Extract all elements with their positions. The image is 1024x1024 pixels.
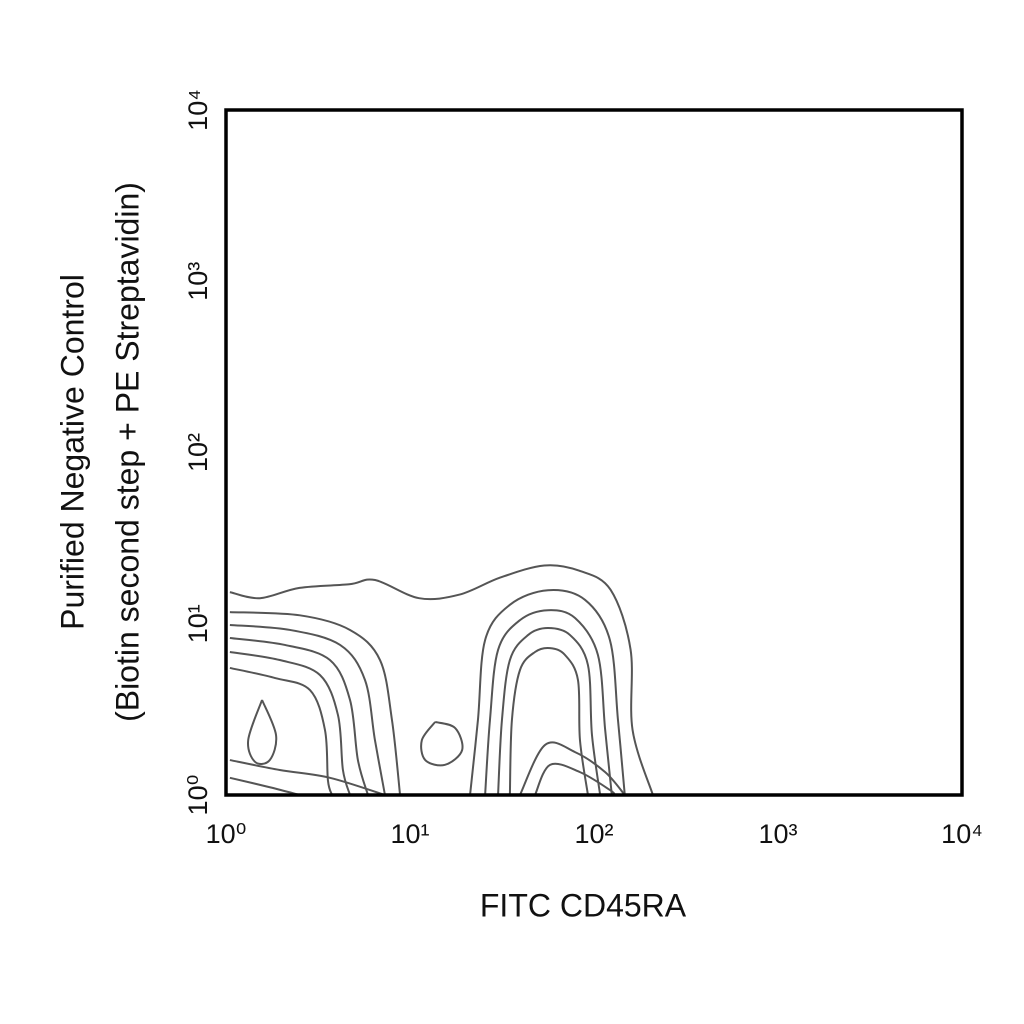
contour-line [229, 636, 369, 796]
x-tick-label: 10² [574, 819, 613, 849]
contour-line [229, 666, 334, 796]
y-tick-label: 10² [183, 433, 213, 472]
y-tick-label: 10¹ [183, 604, 213, 643]
contour-line [469, 589, 626, 796]
contour-line [519, 741, 626, 796]
x-axis-label: FITC CD45RA [480, 887, 687, 923]
y-axis-label: (Biotin second step + PE Streptavidin) [109, 182, 145, 722]
y-tick-label: 10⁰ [183, 775, 213, 816]
x-tick-label: 10⁴ [941, 819, 983, 849]
x-tick-label: 10³ [758, 819, 797, 849]
y-axis-label: Purified Negative Control [54, 274, 90, 630]
contour-line [229, 776, 301, 796]
contour-line [420, 720, 464, 767]
x-tick-label: 10⁰ [206, 819, 247, 849]
contour-line [484, 609, 613, 796]
contour-line [229, 611, 402, 796]
contour-line [497, 627, 602, 796]
contour-line [534, 762, 616, 796]
contour-line [229, 759, 386, 796]
y-tick-label: 10⁴ [183, 89, 213, 131]
contour-line [229, 651, 351, 796]
contour-line [229, 564, 654, 796]
plot-frame [224, 108, 964, 797]
contour-line [229, 623, 386, 796]
y-tick-label: 10³ [183, 262, 213, 301]
contour-line [247, 699, 278, 765]
contour-line [508, 646, 589, 796]
x-tick-label: 10¹ [390, 819, 429, 849]
